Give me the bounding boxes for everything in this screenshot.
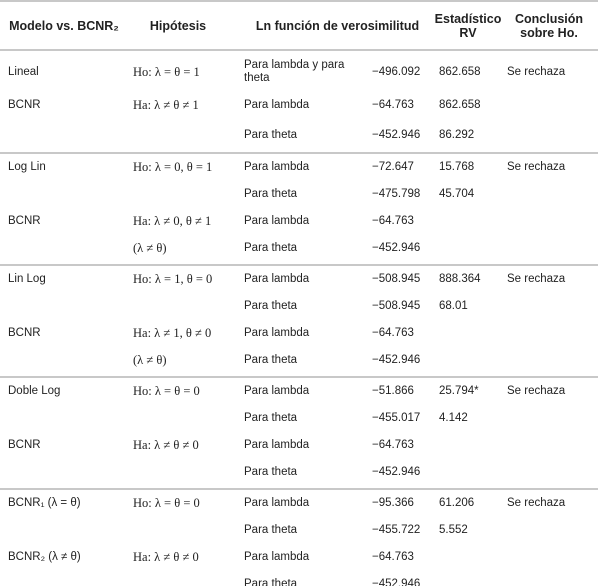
- model-cell: BCNR₁ (λ = θ): [8, 497, 81, 509]
- ln-label-cell: Para lambda: [244, 273, 310, 285]
- rv-cell: 5.552: [439, 524, 468, 536]
- rv-cell: 862.658: [439, 98, 481, 111]
- hypothesis-cell: (λ ≠ θ): [133, 241, 167, 255]
- ln-value-cell: −452.946: [372, 466, 421, 478]
- hypothesis-cell: Ha: λ ≠ θ ≠ 0: [133, 438, 199, 452]
- model-cell: Doble Log: [8, 385, 61, 397]
- hypothesis-cell: Ho: λ = θ = 1: [133, 65, 200, 79]
- rv-cell: 45.704: [439, 188, 475, 200]
- conclusion-cell: Se rechaza: [507, 385, 566, 397]
- ln-value-cell: −452.946: [372, 578, 421, 586]
- rule: [0, 264, 598, 266]
- hypothesis-cell: (λ ≠ θ): [133, 353, 167, 367]
- ln-label-cell: Para lambda: [244, 327, 310, 339]
- hypothesis-cell: Ha: λ ≠ θ ≠ 1: [133, 97, 199, 112]
- model-cell: Lin Log: [8, 273, 46, 285]
- conclusion-cell: Se rechaza: [507, 273, 566, 285]
- ln-value-cell: −452.946: [372, 128, 421, 141]
- ln-value-cell: −72.647: [372, 161, 414, 173]
- model-cell: BCNR: [8, 98, 41, 111]
- ln-value-cell: −508.945: [372, 273, 421, 285]
- ln-label-cell: Para lambda: [244, 98, 310, 111]
- rv-cell: 68.01: [439, 300, 468, 312]
- hypothesis-cell: Ho: λ = θ = 0: [133, 384, 200, 398]
- rv-cell: 86.292: [439, 128, 475, 141]
- model-cell: BCNR: [8, 215, 41, 227]
- ln-value-cell: −64.763: [372, 215, 414, 227]
- ln-label-cell: Para theta: [244, 412, 298, 424]
- rule: [0, 49, 598, 51]
- ln-label-cell: Para lambda: [244, 551, 310, 563]
- rule: [0, 488, 598, 490]
- ln-label-cell: Para theta: [244, 128, 298, 141]
- ln-label-cell: Para theta: [244, 188, 298, 200]
- rv-cell: 25.794*: [439, 385, 479, 397]
- hypothesis-cell: Ha: λ ≠ 1, θ ≠ 0: [133, 326, 212, 340]
- column-header: Hipótesis: [149, 19, 207, 33]
- rule: [0, 0, 598, 2]
- ln-value-cell: −496.092: [372, 66, 421, 78]
- rv-cell: 15.768: [439, 161, 475, 173]
- model-cell: BCNR₂ (λ ≠ θ): [8, 551, 81, 563]
- ln-label-cell: Para theta: [244, 242, 298, 254]
- ln-label-cell: Para lambda: [244, 439, 310, 451]
- ln-label-cell: Para theta: [244, 524, 298, 536]
- ln-label-cell: Para theta: [244, 300, 298, 312]
- ln-value-cell: −64.763: [372, 439, 414, 451]
- hypothesis-cell: Ho: λ = θ = 0: [133, 496, 200, 510]
- column-header: Conclusión sobre Ho.: [514, 12, 584, 40]
- ln-value-cell: −475.798: [372, 188, 421, 200]
- rv-cell: 4.142: [439, 412, 468, 424]
- ln-label-cell: Para theta: [244, 466, 298, 478]
- ln-label-cell: Para lambda: [244, 385, 310, 397]
- conclusion-cell: Se rechaza: [507, 497, 566, 509]
- hypothesis-cell: Ho: λ = 1, θ = 0: [133, 272, 213, 286]
- model-cell: Lineal: [8, 66, 39, 78]
- hypothesis-cell: Ha: λ ≠ 0, θ ≠ 1: [133, 214, 212, 228]
- column-header: Modelo vs. BCNR₂: [9, 19, 119, 33]
- column-header: Ln función de verosimilitud: [255, 19, 420, 33]
- rule: [0, 376, 598, 378]
- ln-value-cell: −95.366: [372, 497, 414, 509]
- ln-label-cell: Para lambda: [244, 161, 310, 173]
- rv-cell: 888.364: [439, 273, 481, 285]
- conclusion-cell: Se rechaza: [507, 66, 566, 78]
- ln-value-cell: −508.945: [372, 300, 421, 312]
- rule: [0, 152, 598, 154]
- rv-cell: 61.206: [439, 497, 475, 509]
- ln-label-cell: Para lambda: [244, 497, 310, 509]
- ln-label-cell: Para lambda: [244, 215, 310, 227]
- ln-value-cell: −455.017: [372, 412, 421, 424]
- ln-value-cell: −64.763: [372, 551, 414, 563]
- model-cell: BCNR: [8, 327, 41, 339]
- model-cell: Log Lin: [8, 161, 46, 173]
- hypothesis-cell: Ha: λ ≠ θ ≠ 0: [133, 550, 199, 564]
- model-cell: BCNR: [8, 439, 41, 451]
- ln-value-cell: −455.722: [372, 524, 421, 536]
- ln-value-cell: −51.866: [372, 385, 414, 397]
- hypothesis-cell: Ho: λ = 0, θ = 1: [133, 160, 213, 174]
- ln-value-cell: −452.946: [372, 242, 421, 254]
- ln-value-cell: −452.946: [372, 354, 421, 366]
- conclusion-cell: Se rechaza: [507, 161, 566, 173]
- column-header: Estadístico RV: [434, 12, 502, 40]
- ln-label-cell: Para theta: [244, 578, 298, 586]
- ln-label-cell: Para lambda y para theta: [244, 59, 345, 84]
- ln-value-cell: −64.763: [372, 98, 414, 111]
- rv-cell: 862.658: [439, 66, 481, 78]
- ln-label-cell: Para theta: [244, 354, 298, 366]
- ln-value-cell: −64.763: [372, 327, 414, 339]
